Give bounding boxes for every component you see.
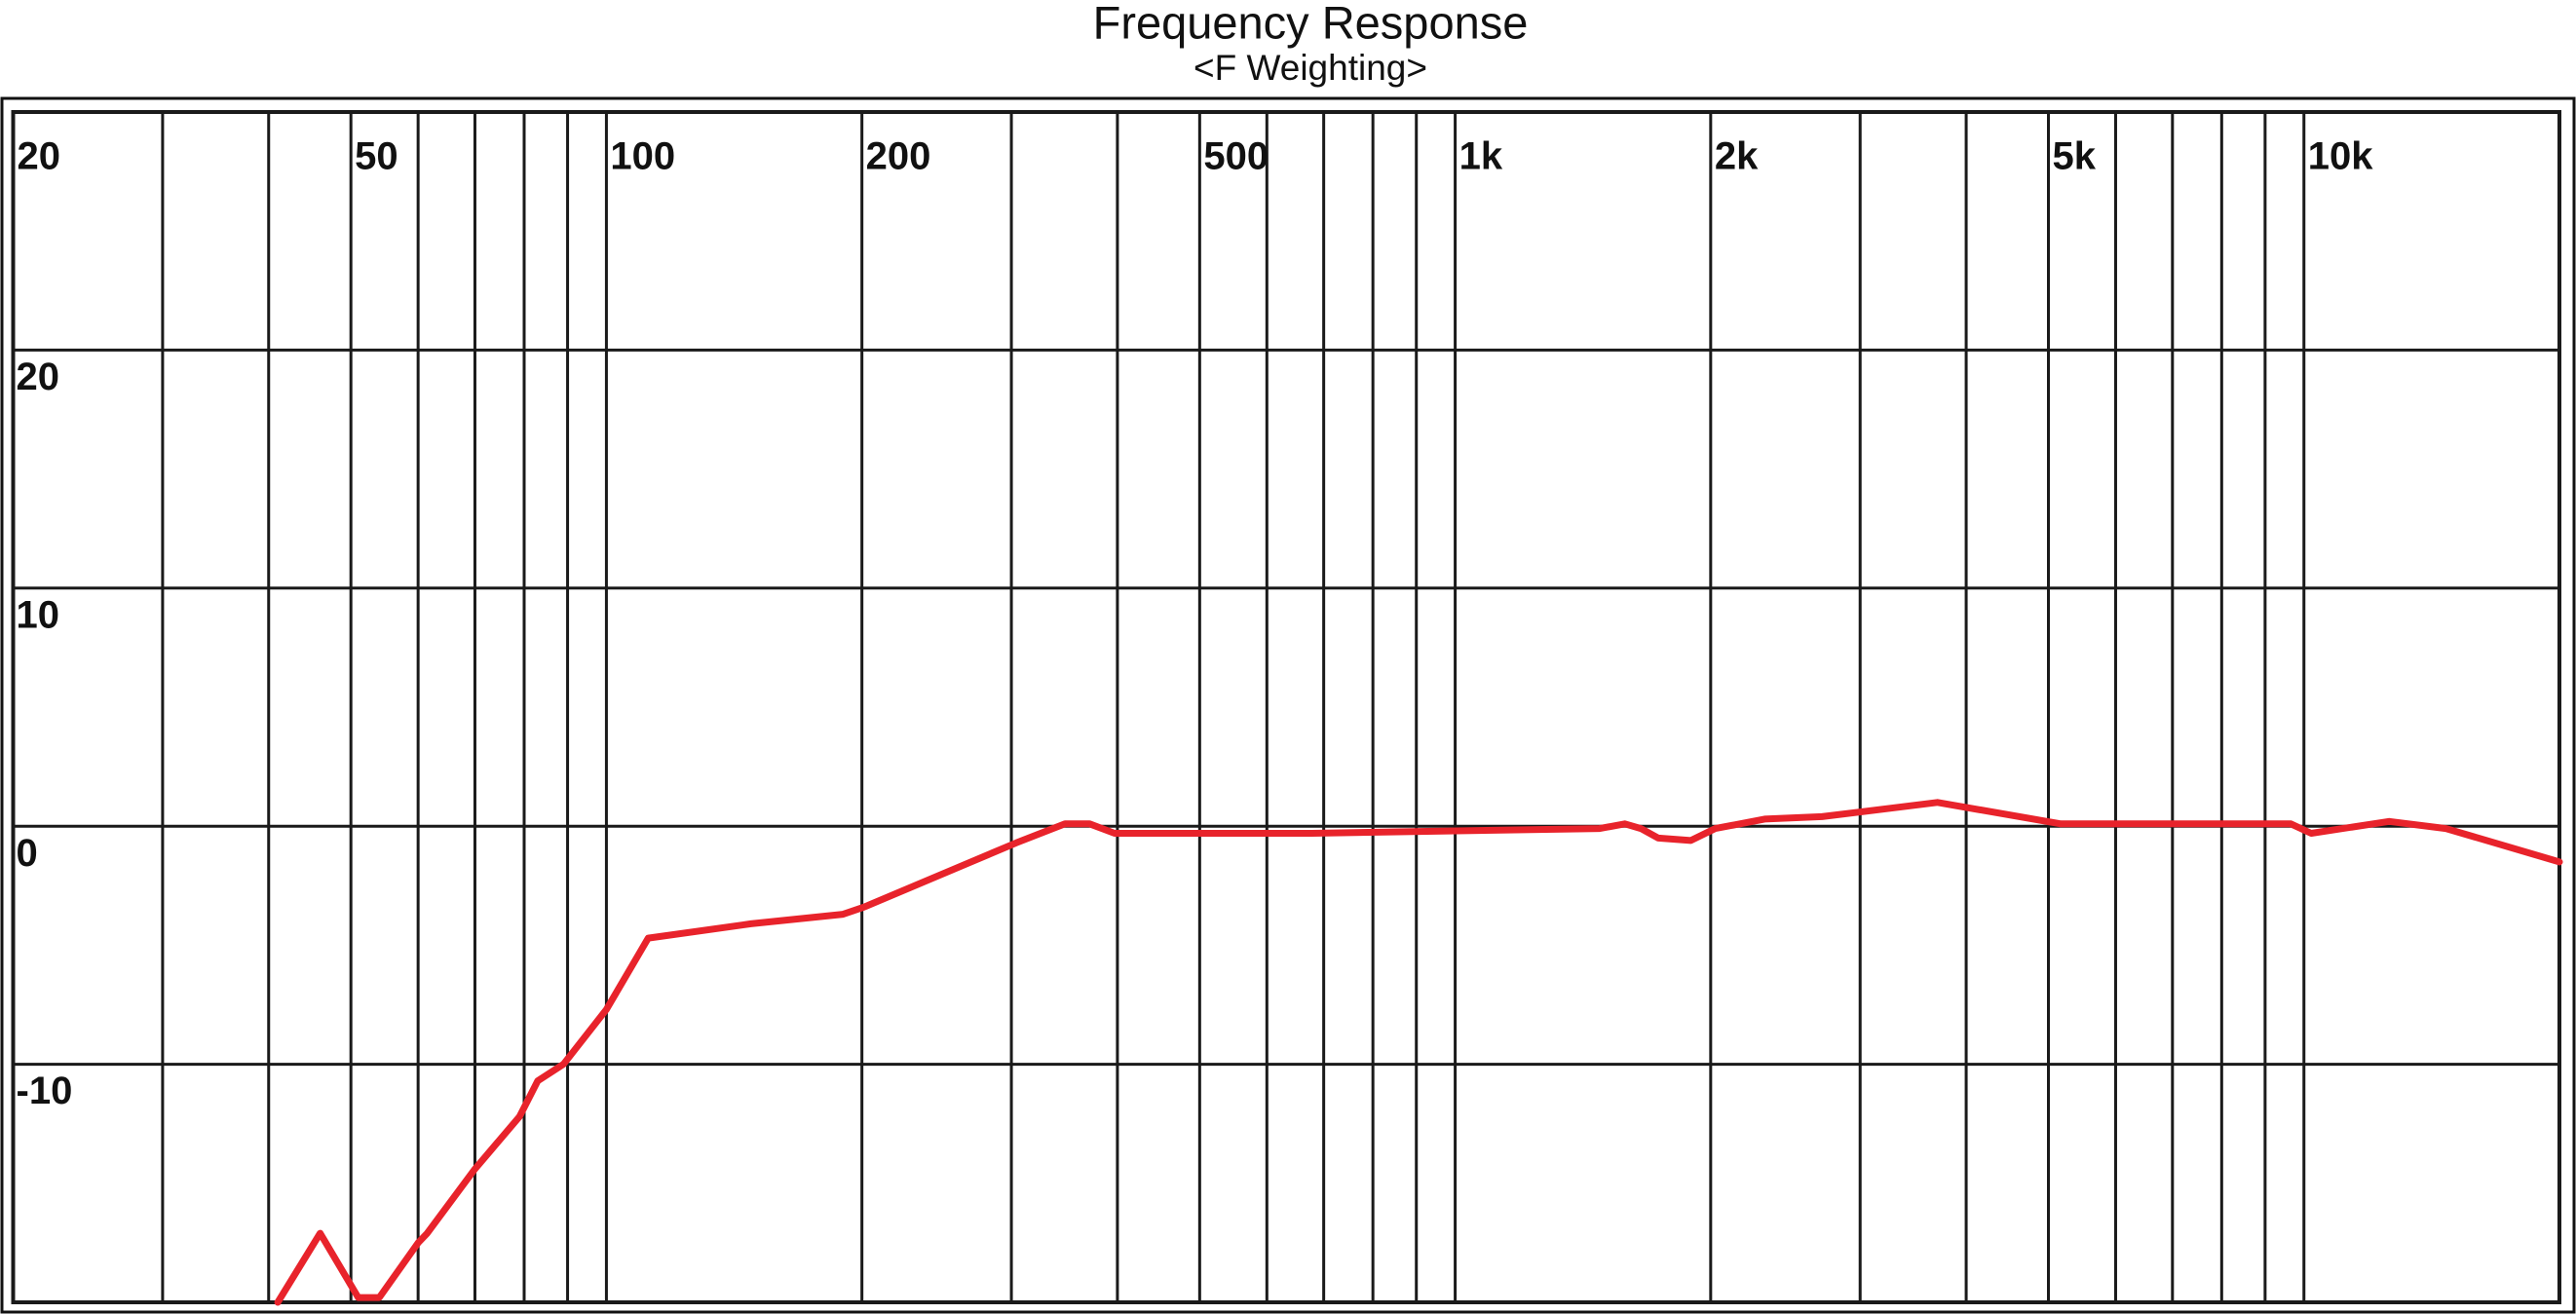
x-tick-label: 2k <box>1715 135 1759 178</box>
x-tick-label: 1k <box>1459 135 1503 178</box>
x-tick-label: 5k <box>2053 135 2097 178</box>
y-tick-label: 0 <box>17 832 38 875</box>
x-tick-label: 100 <box>610 135 675 178</box>
x-tick-label: 10k <box>2308 135 2373 178</box>
plot-frame <box>11 110 2561 1304</box>
chart-title: Frequency Response <box>1093 0 1529 48</box>
response-line <box>274 799 2563 1306</box>
x-tick-label: 500 <box>1203 135 1269 178</box>
chart-subtitle: <F Weighting> <box>1193 48 1427 88</box>
outer-frame <box>0 96 2576 1314</box>
y-tick-label: 20 <box>17 356 60 398</box>
x-tick-label: 50 <box>355 135 398 178</box>
y-tick-label: 10 <box>17 593 60 636</box>
y-tick-label: -10 <box>17 1070 73 1112</box>
x-tick-label: 20 <box>18 135 61 178</box>
x-tick-label: 200 <box>866 135 931 178</box>
